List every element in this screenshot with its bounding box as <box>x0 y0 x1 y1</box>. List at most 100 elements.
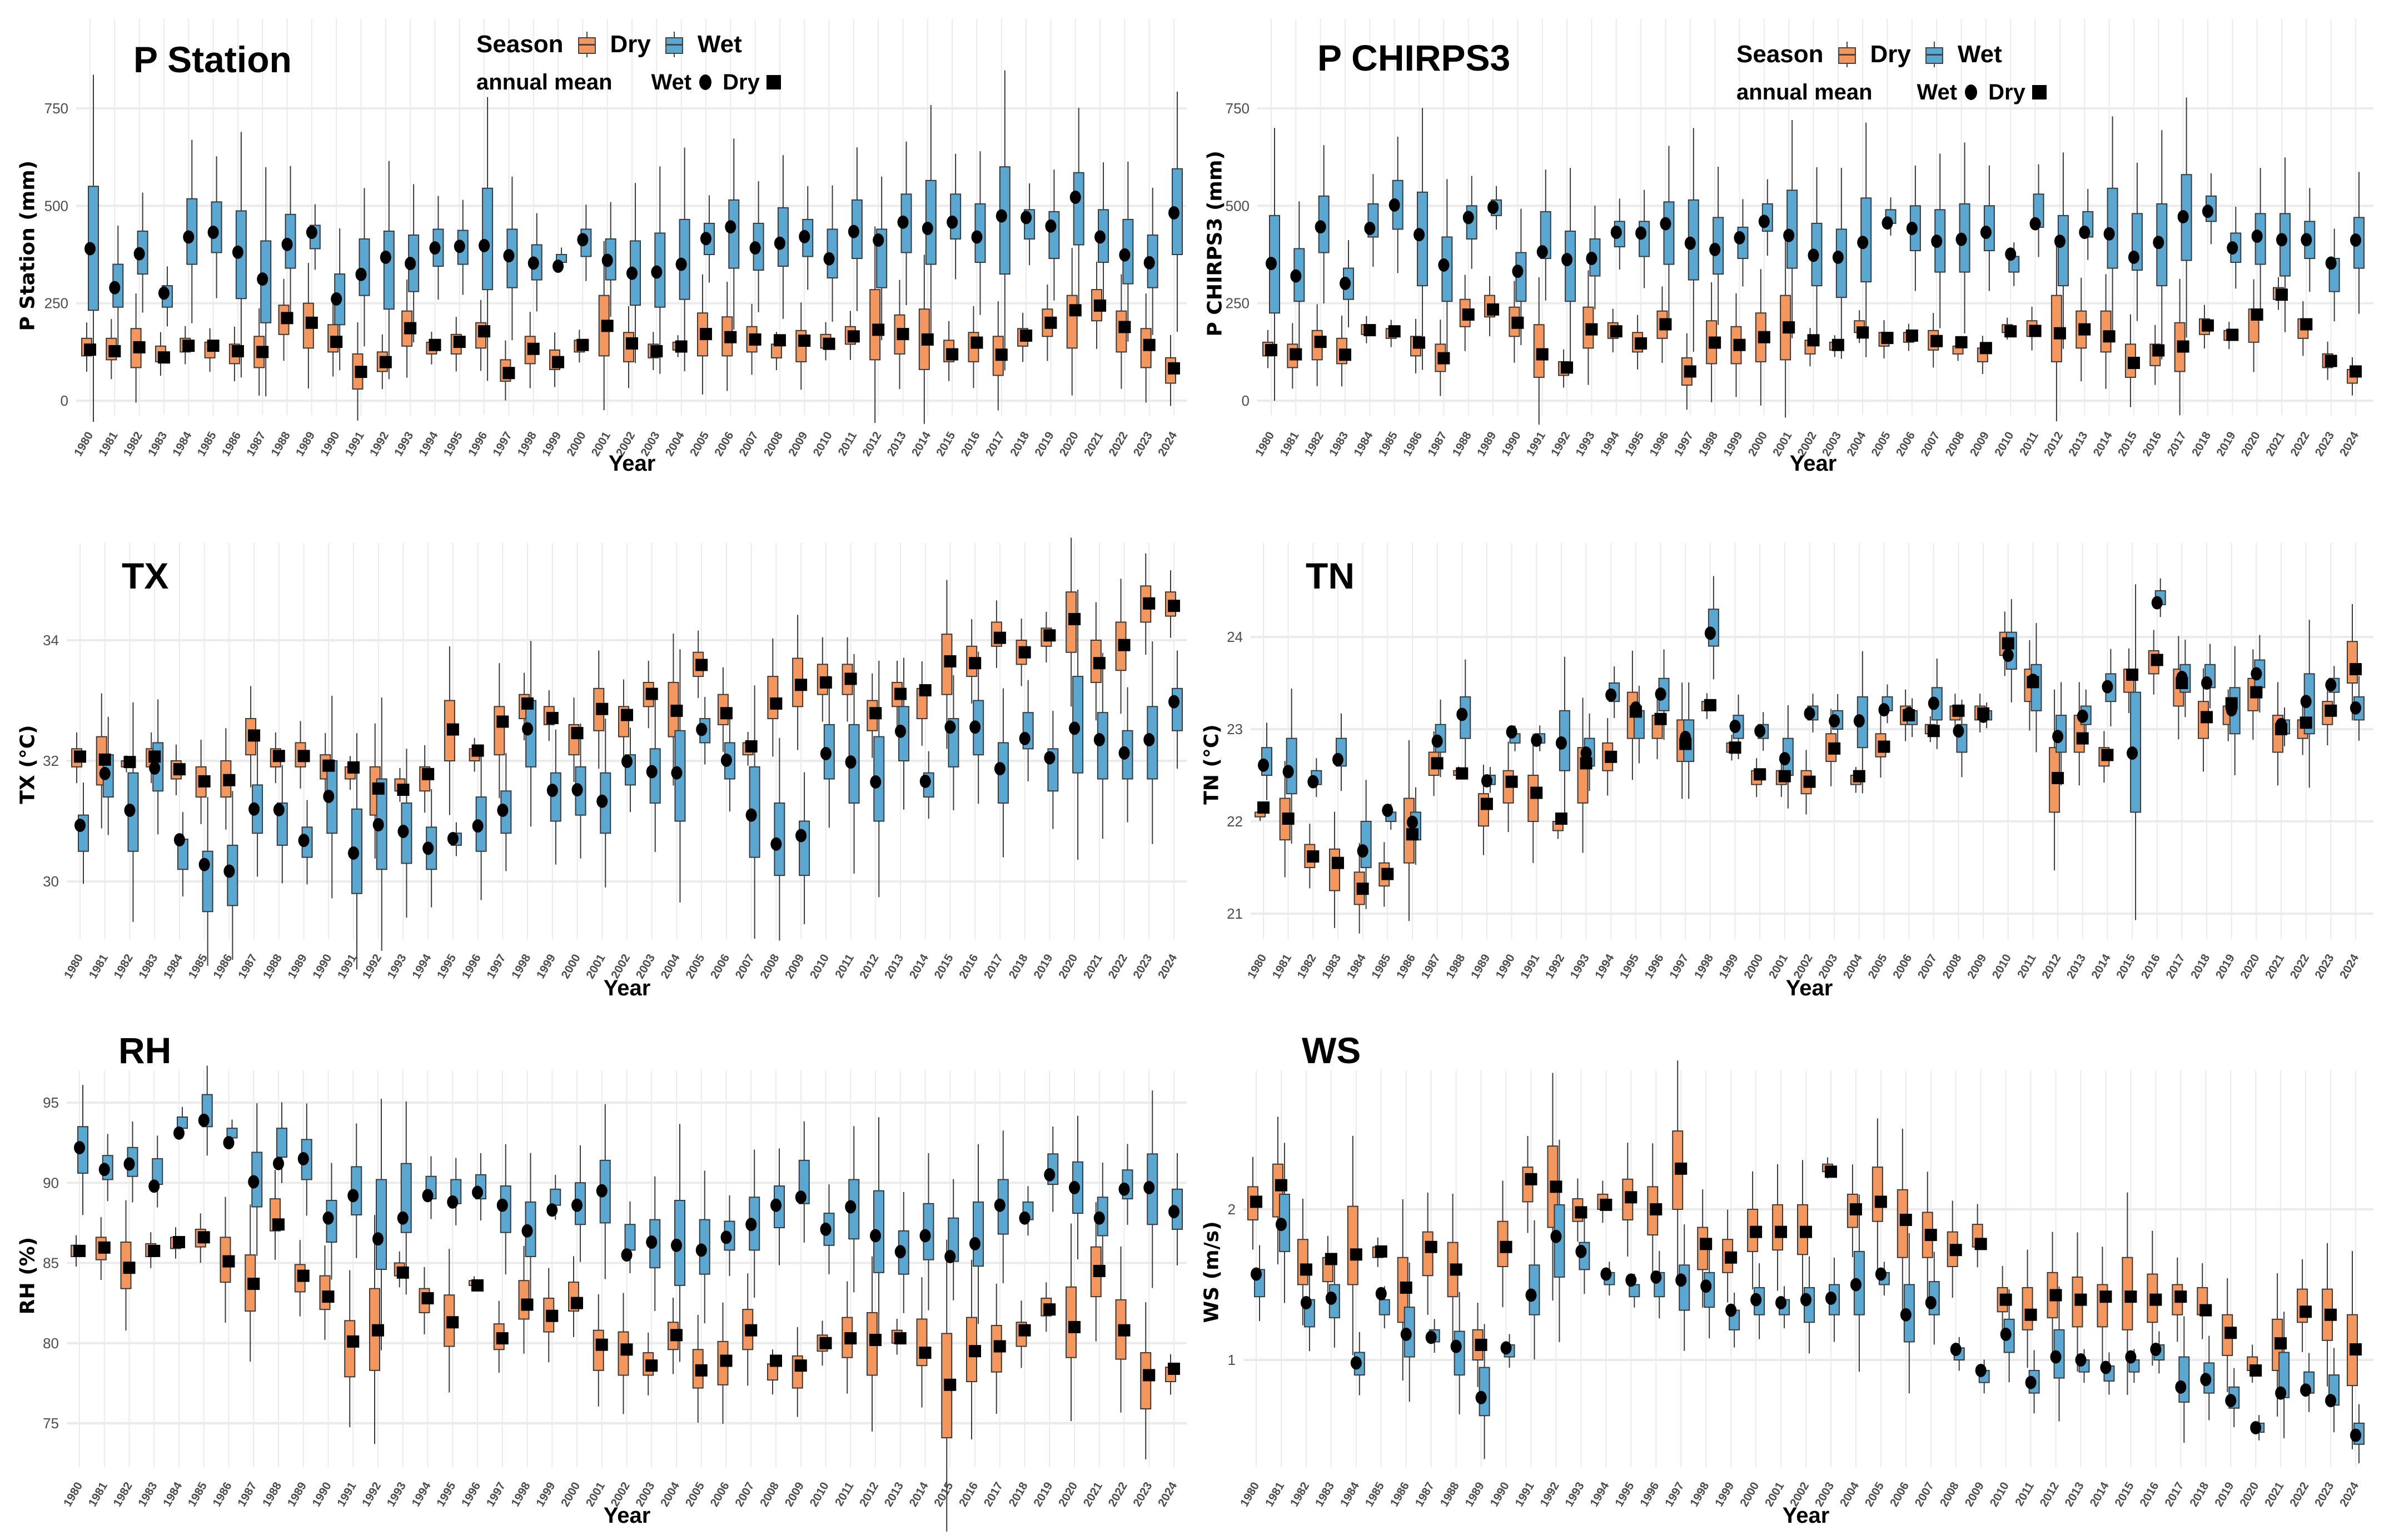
mean-point-wet <box>2075 1353 2087 1367</box>
mean-point-dry <box>1684 365 1696 378</box>
x-tick-label: 1996 <box>459 1480 483 1509</box>
x-tick-label: 1997 <box>484 1480 508 1509</box>
x-tick-label: 1995 <box>1612 1480 1636 1509</box>
mean-point-wet <box>1143 733 1155 747</box>
mean-point-dry <box>1550 1180 1562 1193</box>
x-tick-label: 2015 <box>934 430 958 458</box>
mean-point-dry <box>372 782 385 795</box>
mean-point-dry <box>645 1359 658 1372</box>
mean-point-dry <box>1375 1245 1387 1258</box>
legend-season-label: Season <box>476 31 564 58</box>
mean-point-wet <box>1779 752 1790 766</box>
mean-point-wet <box>1853 714 1865 728</box>
x-tick-label: 1981 <box>1277 430 1301 458</box>
mean-point-wet <box>1906 222 1918 236</box>
mean-point-dry <box>347 761 360 774</box>
x-tick-label: 2009 <box>1963 1480 1987 1509</box>
mean-point-wet <box>173 1126 185 1140</box>
x-tick-label: 2019 <box>2212 1480 2236 1509</box>
x-tick-label: 1987 <box>236 952 260 981</box>
mean-point-wet <box>422 1189 434 1203</box>
mean-point-dry <box>596 702 609 715</box>
mean-point-wet <box>248 1175 260 1189</box>
mean-point-dry <box>404 322 417 335</box>
x-tick-label: 2011 <box>2013 1480 2037 1508</box>
x-tick-label: 2008 <box>758 952 782 981</box>
mean-point-wet <box>273 803 285 816</box>
x-tick-label: 1986 <box>1388 1480 1412 1509</box>
x-tick-label: 2014 <box>909 430 933 458</box>
mean-point-dry <box>198 775 211 788</box>
x-tick-label: 2019 <box>2213 952 2237 981</box>
box-wet <box>1378 1299 1390 1315</box>
mean-point-dry <box>84 343 96 356</box>
mean-point-wet <box>1878 703 1890 717</box>
mean-point-dry <box>2029 325 2042 337</box>
mean-point-dry <box>1580 757 1592 770</box>
mean-point-dry <box>576 338 589 351</box>
x-tick-label: 2011 <box>2017 430 2041 458</box>
x-tick-label: 1997 <box>1667 952 1691 981</box>
mean-point-dry <box>1536 348 1549 361</box>
x-tick-label: 1994 <box>1592 952 1616 981</box>
x-tick-label: 1992 <box>1549 430 1572 458</box>
mean-point-dry <box>1725 1251 1738 1264</box>
x-tick-label: 2017 <box>983 430 1007 458</box>
box-wet <box>1454 1330 1465 1376</box>
mean-point-dry <box>944 655 957 667</box>
mean-point-dry <box>157 351 170 364</box>
x-tick-label: 1999 <box>1717 952 1741 981</box>
x-tick-label: 1984 <box>1338 1480 1362 1509</box>
x-tick-label: 2011 <box>2015 952 2039 980</box>
mean-point-dry <box>1561 361 1574 374</box>
mean-point-dry <box>1949 1244 1962 1257</box>
x-tick-label: 2023 <box>1131 430 1155 458</box>
x-axis-title-ws: Year <box>1782 1503 1830 1528</box>
mean-point-wet <box>994 762 1006 776</box>
x-tick-label: 1982 <box>112 952 136 981</box>
mean-point-dry <box>1168 600 1180 612</box>
mean-point-dry <box>379 356 392 368</box>
mean-point-wet <box>99 766 111 780</box>
mean-point-wet <box>1754 724 1766 738</box>
x-tick-label: 2016 <box>959 430 983 458</box>
x-tick-label: 1991 <box>335 952 359 981</box>
x-tick-label: 1985 <box>1376 430 1400 458</box>
mean-point-wet <box>1364 222 1376 236</box>
mean-point-wet <box>895 724 906 738</box>
y-tick-label: 23 <box>1227 721 1243 737</box>
mean-point-wet <box>2153 236 2164 250</box>
mean-point-dry <box>98 753 111 766</box>
mean-point-wet <box>1555 736 1567 750</box>
mean-point-wet <box>823 252 835 266</box>
mean-point-dry <box>1659 318 1672 331</box>
x-tick-label: 2018 <box>1007 952 1031 981</box>
mean-point-wet <box>454 240 465 253</box>
mean-point-dry <box>1525 1173 1537 1185</box>
x-tick-label: 2010 <box>808 1480 832 1509</box>
mean-point-wet <box>720 753 732 767</box>
x-tick-label: 2006 <box>708 1480 732 1509</box>
box-wet <box>1172 687 1183 731</box>
box-dry <box>1297 1239 1308 1285</box>
mean-point-dry <box>2325 355 2337 367</box>
mean-point-wet <box>84 242 96 256</box>
x-tick-label: 1994 <box>417 430 441 458</box>
mean-point-dry <box>1475 1338 1487 1351</box>
mean-point-wet <box>2250 1421 2262 1434</box>
mean-point-wet <box>1168 695 1179 709</box>
box-dry <box>1328 848 1340 891</box>
x-tick-label: 2022 <box>2288 430 2312 458</box>
mean-point-dry <box>1431 757 1444 770</box>
mean-point-dry <box>695 1364 708 1377</box>
mean-point-wet <box>745 1218 757 1232</box>
x-tick-label: 2000 <box>1741 952 1765 981</box>
mean-point-wet <box>1580 746 1592 760</box>
mean-point-wet <box>1375 1287 1387 1300</box>
mean-point-wet <box>322 1211 334 1225</box>
mean-point-wet <box>795 1190 807 1204</box>
y-tick-label: 750 <box>44 100 68 117</box>
x-axis-title-rh: Year <box>603 1503 651 1528</box>
mean-point-wet <box>944 720 956 734</box>
mean-point-wet <box>596 794 608 808</box>
